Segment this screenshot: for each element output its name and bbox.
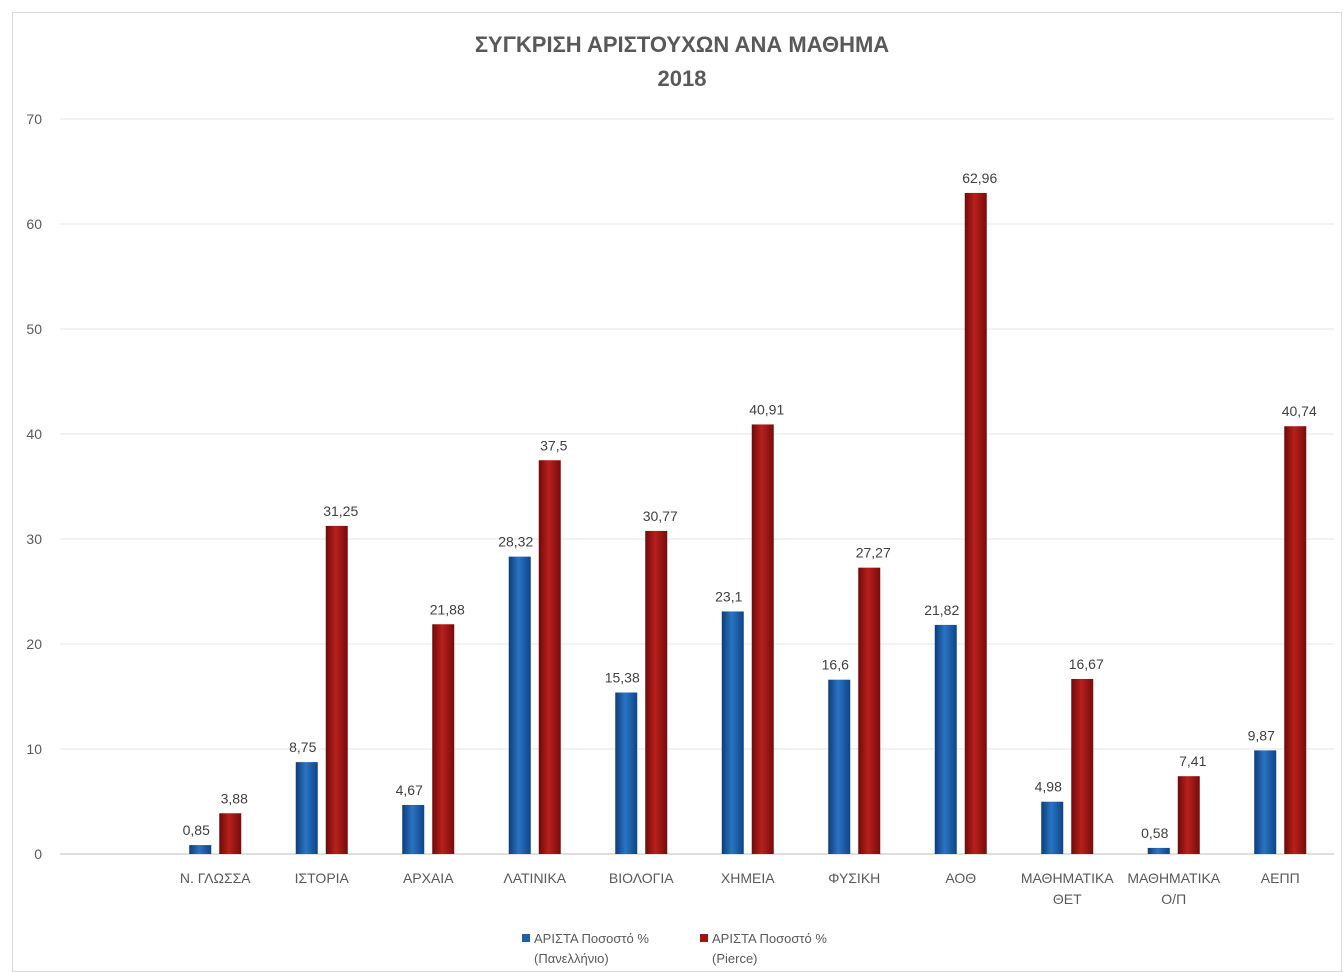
y-tick-label: 60 [26, 216, 42, 232]
y-tick-label: 70 [26, 111, 42, 127]
bar-pierce [325, 525, 348, 854]
x-category-label: ΑΟΘ [945, 870, 976, 886]
data-label: 4,98 [1035, 779, 1062, 795]
x-category-label: Ο/Π [1161, 891, 1186, 907]
x-category-label: ΘΕΤ [1053, 891, 1082, 907]
data-label: 21,82 [924, 602, 959, 618]
y-tick-label: 0 [34, 846, 42, 862]
data-label: 31,25 [323, 503, 358, 519]
y-tick-label: 40 [26, 426, 42, 442]
bars [189, 192, 1307, 855]
data-label: 23,1 [715, 588, 742, 604]
data-label: 16,67 [1069, 656, 1104, 672]
data-label: 37,5 [540, 437, 567, 453]
x-category-label: ΛΑΤΙΝΙΚΑ [503, 870, 566, 886]
x-category-label: ΦΥΣΙΚΗ [828, 870, 880, 886]
chart-title: ΣΥΓΚΡΙΣΗ ΑΡΙΣΤΟΥΧΩΝ ΑΝΑ ΜΑΘΗΜΑ 2018 [475, 32, 889, 91]
x-axis-categories: Ν. ΓΛΩΣΣΑ ΙΣΤΟΡΙΑ ΑΡΧΑΙΑ ΛΑΤΙΝΙΚΑ ΒΙΟΛΟΓΙΑ ΧΗ… [180, 870, 1300, 907]
data-label: 30,77 [643, 508, 678, 524]
x-category-label: ΜΑΘΗΜΑΤΙΚΑ [1127, 870, 1220, 886]
data-label: 28,32 [498, 534, 533, 550]
x-category-label: Ν. ΓΛΩΣΣΑ [180, 870, 251, 886]
legend-label: (Πανελλήνιο) [534, 951, 609, 966]
bar-panellinio [828, 679, 851, 854]
y-axis-ticks: 0 10 20 30 40 50 60 70 [26, 111, 42, 862]
data-label: 15,38 [605, 670, 640, 686]
bar-panellinio [721, 611, 744, 854]
legend-swatch-pierce [700, 934, 708, 942]
bar-pierce [1071, 678, 1094, 854]
bar-panellinio [615, 692, 638, 854]
data-label: 4,67 [396, 782, 423, 798]
bar-panellinio [508, 556, 531, 854]
data-label: 62,96 [962, 170, 997, 186]
bar-panellinio [1254, 750, 1277, 854]
bar-panellinio [1041, 801, 1064, 854]
bar-pierce [645, 530, 668, 854]
legend-swatch-panellinio [522, 934, 530, 942]
bar-panellinio [189, 845, 212, 854]
data-label: 40,91 [749, 401, 784, 417]
data-label: 7,41 [1179, 753, 1206, 769]
y-tick-label: 20 [26, 636, 42, 652]
bar-panellinio [1147, 847, 1170, 854]
legend-label: ΑΡΙΣΤΑ Ποσοστό % [534, 931, 649, 946]
chart-title-line-1: ΣΥΓΚΡΙΣΗ ΑΡΙΣΤΟΥΧΩΝ ΑΝΑ ΜΑΘΗΜΑ [475, 32, 889, 57]
bar-pierce [1177, 776, 1200, 854]
legend-label: ΑΡΙΣΤΑ Ποσοστό % [712, 931, 827, 946]
bar-pierce [432, 624, 455, 854]
data-label: 0,85 [183, 822, 210, 838]
bar-pierce [858, 567, 881, 854]
bar-pierce [538, 460, 561, 854]
data-label: 9,87 [1248, 727, 1275, 743]
legend: ΑΡΙΣΤΑ Ποσοστό % (Πανελλήνιο) ΑΡΙΣΤΑ Ποσοσ… [522, 931, 827, 966]
bar-panellinio [402, 804, 425, 854]
bar-pierce [219, 813, 242, 854]
bar-pierce [751, 424, 774, 854]
data-label: 8,75 [289, 739, 316, 755]
data-label: 27,27 [856, 545, 891, 561]
bar-pierce [964, 192, 987, 855]
x-category-label: ΧΗΜΕΙΑ [721, 870, 775, 886]
x-category-label: ΑΕΠΠ [1261, 870, 1300, 886]
bar-panellinio [934, 624, 957, 854]
data-labels: 0,85 3,88 8,75 31,25 4,67 21,88 28,32 37,5 15,38… [183, 170, 1317, 841]
data-label: 40,74 [1282, 403, 1317, 419]
y-tick-label: 30 [26, 531, 42, 547]
data-label: 0,58 [1141, 825, 1168, 841]
gridlines [60, 118, 1334, 855]
y-tick-label: 50 [26, 321, 42, 337]
x-category-label: ΑΡΧΑΙΑ [403, 870, 454, 886]
data-label: 16,6 [822, 657, 849, 673]
data-label: 3,88 [221, 790, 248, 806]
data-label: 21,88 [430, 601, 465, 617]
bar-panellinio [295, 762, 318, 854]
y-tick-label: 10 [26, 741, 42, 757]
bar-pierce [1284, 426, 1307, 854]
chart-title-line-2: 2018 [658, 66, 707, 91]
x-category-label: ΒΙΟΛΟΓΙΑ [609, 870, 674, 886]
legend-label: (Pierce) [712, 951, 758, 966]
x-category-label: ΙΣΤΟΡΙΑ [295, 870, 350, 886]
chart-frame [12, 12, 1342, 972]
x-category-label: ΜΑΘΗΜΑΤΙΚΑ [1021, 870, 1114, 886]
